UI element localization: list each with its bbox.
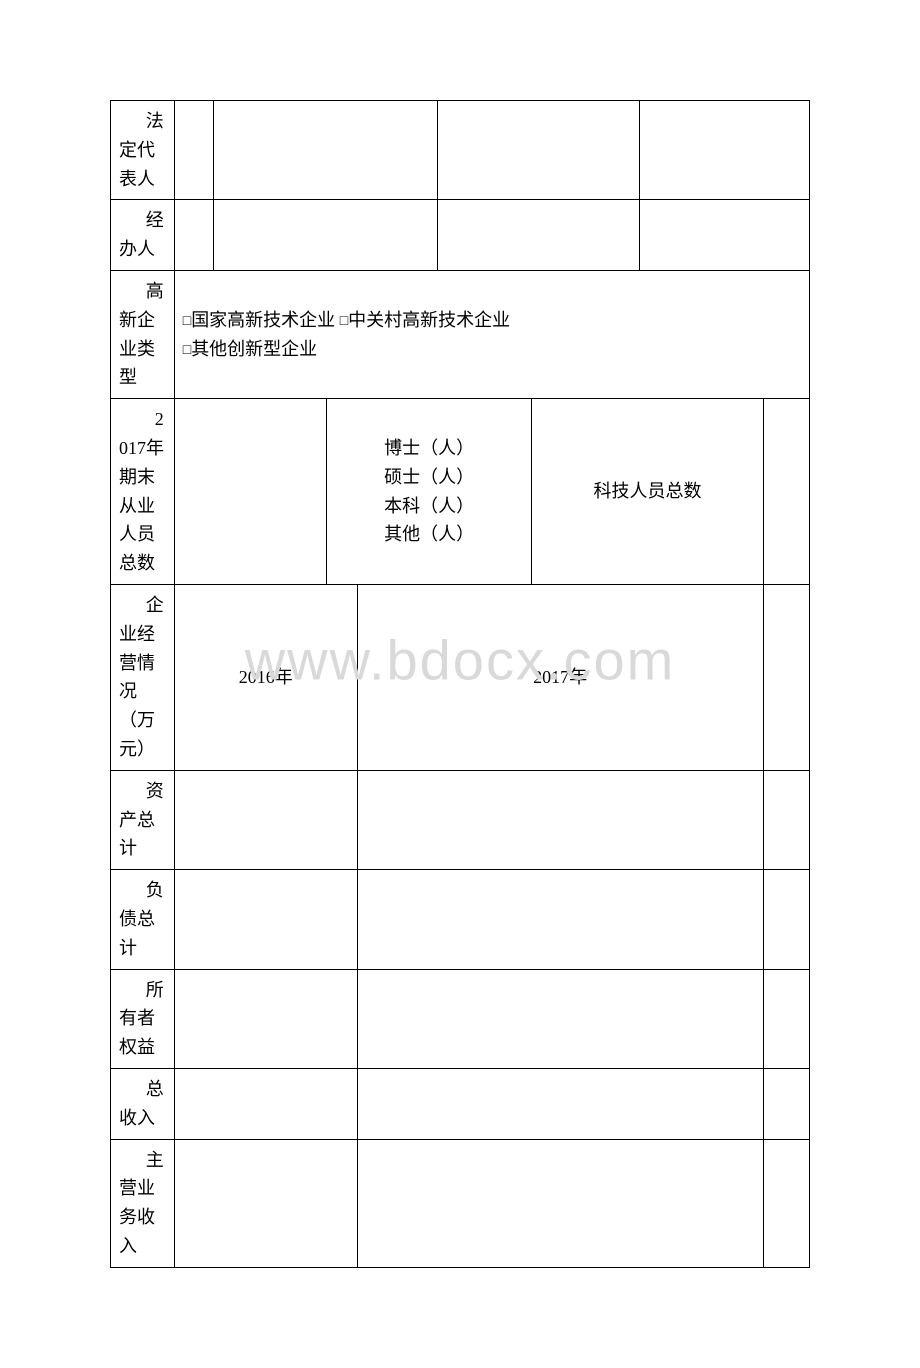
option-zhongguancun-hitech: 中关村高新技术企业 [348,310,510,330]
year-2017-text: 2017年 [533,667,587,687]
edu-phd: 博士（人） [335,434,524,463]
checkbox-icon[interactable]: □ [340,314,348,329]
label-assets: 资 产总计 [111,770,175,869]
cell-revenue-2017 [357,1068,763,1139]
label-rest: 产总计 [119,806,166,864]
label-first-char: 负 [119,876,166,905]
row-employees: 2 017年期末从业人员总数 博士（人） 硕士（人） 本科（人） 其他（人） 科… [111,399,810,585]
cell-empty [763,584,809,770]
cell-equity-2017 [357,969,763,1068]
checkbox-icon[interactable]: □ [183,314,191,329]
cell-empty [763,1139,809,1267]
cell-employees-total [174,399,326,585]
label-first-char: 高 [119,277,166,306]
label-liabilities: 负 债总计 [111,870,175,969]
hitech-options-cell: □国家高新技术企业 □中关村高新技术企业 □其他创新型企业 [174,270,809,398]
checkbox-icon[interactable]: □ [183,343,191,358]
label-rest: 017年期末从业人员总数 [119,434,166,578]
label-rest: 业经营情况（万元） [119,620,166,764]
row-financial-header: 企 业经营情况（万元） 2016年 2017年 [111,584,810,770]
row-main-revenue: 主 营业务收入 [111,1139,810,1267]
label-first-char: 2 [119,405,166,434]
label-first-char: 法 [119,107,166,136]
cell-liabilities-2017 [357,870,763,969]
cell-empty [213,200,437,271]
cell-empty [763,969,809,1068]
label-rest: 新企业类型 [119,306,166,392]
label-revenue: 总 收入 [111,1068,175,1139]
cell-main-rev-2017 [357,1139,763,1267]
label-rest: 债总计 [119,905,166,963]
row-revenue: 总 收入 [111,1068,810,1139]
label-equity: 所 有者权益 [111,969,175,1068]
label-rest: 营业务收入 [119,1174,166,1260]
cell-revenue-2016 [174,1068,357,1139]
cell-empty [763,770,809,869]
label-rest: 收入 [119,1104,166,1133]
cell-education-breakdown: 博士（人） 硕士（人） 本科（人） 其他（人） [326,399,532,585]
edu-other: 其他（人） [335,520,524,549]
year-2016-header: 2016年 [174,584,357,770]
label-legal-rep: 法 定代表人 [111,101,175,200]
row-legal-rep: 法 定代表人 [111,101,810,200]
cell-assets-2017 [357,770,763,869]
cell-empty [437,101,640,200]
cell-empty [763,870,809,969]
label-tech-staff: 科技人员总数 [532,399,763,585]
row-handler: 经 办人 [111,200,810,271]
label-main-revenue: 主 营业务收入 [111,1139,175,1267]
edu-master: 硕士（人） [335,463,524,492]
hitech-line1: □国家高新技术企业 □中关村高新技术企业 [183,306,801,335]
cell-liabilities-2016 [174,870,357,969]
option-other-innovative: 其他创新型企业 [191,339,317,359]
cell-equity-2016 [174,969,357,1068]
form-table: 法 定代表人 经 办人 高 新企业类型 □国家高新技术企业 □中关村高新技术企业 [110,100,810,1268]
row-assets: 资 产总计 [111,770,810,869]
option-national-hitech: 国家高新技术企业 [191,310,335,330]
label-first-char: 企 [119,591,166,620]
label-hitech: 高 新企业类型 [111,270,175,398]
row-equity: 所 有者权益 [111,969,810,1068]
cell-empty [213,101,437,200]
cell-empty [437,200,640,271]
label-first-char: 资 [119,777,166,806]
label-first-char: 主 [119,1146,166,1175]
cell-empty [763,1068,809,1139]
label-first-char: 经 [119,206,166,235]
label-first-char: 总 [119,1075,166,1104]
year-2016-text: 2016年 [239,667,293,687]
tech-staff-text: 科技人员总数 [594,481,702,501]
row-hitech-type: 高 新企业类型 □国家高新技术企业 □中关村高新技术企业 □其他创新型企业 [111,270,810,398]
label-financials: 企 业经营情况（万元） [111,584,175,770]
label-employees: 2 017年期末从业人员总数 [111,399,175,585]
cell-main-rev-2016 [174,1139,357,1267]
label-rest: 办人 [119,235,166,264]
label-first-char: 所 [119,976,166,1005]
cell-empty [174,101,213,200]
cell-empty [174,200,213,271]
cell-assets-2016 [174,770,357,869]
label-rest: 有者权益 [119,1004,166,1062]
label-handler: 经 办人 [111,200,175,271]
row-liabilities: 负 债总计 [111,870,810,969]
hitech-line2: □其他创新型企业 [183,335,801,364]
cell-tech-staff-value [763,399,809,585]
cell-empty [640,200,810,271]
cell-empty [640,101,810,200]
edu-bachelor: 本科（人） [335,492,524,521]
label-rest: 定代表人 [119,136,166,194]
year-2017-header: 2017年 [357,584,763,770]
